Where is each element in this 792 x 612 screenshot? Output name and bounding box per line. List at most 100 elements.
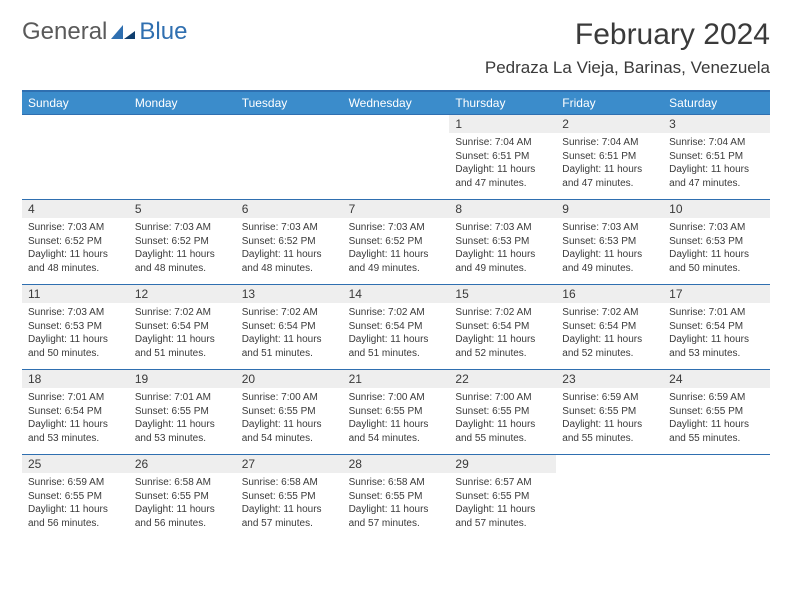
day-cell: 28Sunrise: 6:58 AMSunset: 6:55 PMDayligh… bbox=[343, 455, 450, 539]
day-number: 9 bbox=[556, 200, 663, 218]
daylight-text: Daylight: 11 hours and 57 minutes. bbox=[349, 503, 444, 530]
day-detail: Sunrise: 7:03 AMSunset: 6:52 PMDaylight:… bbox=[129, 218, 236, 281]
daylight-text: Daylight: 11 hours and 49 minutes. bbox=[455, 248, 550, 275]
sunset-text: Sunset: 6:54 PM bbox=[669, 320, 764, 334]
sunrise-text: Sunrise: 7:03 AM bbox=[562, 221, 657, 235]
day-number: 27 bbox=[236, 455, 343, 473]
day-number bbox=[663, 455, 770, 459]
sunrise-text: Sunrise: 7:02 AM bbox=[455, 306, 550, 320]
day-number: 19 bbox=[129, 370, 236, 388]
day-number: 11 bbox=[22, 285, 129, 303]
day-number: 2 bbox=[556, 115, 663, 133]
sunset-text: Sunset: 6:53 PM bbox=[669, 235, 764, 249]
day-cell: 20Sunrise: 7:00 AMSunset: 6:55 PMDayligh… bbox=[236, 370, 343, 454]
sunset-text: Sunset: 6:54 PM bbox=[349, 320, 444, 334]
day-number: 18 bbox=[22, 370, 129, 388]
day-cell: 13Sunrise: 7:02 AMSunset: 6:54 PMDayligh… bbox=[236, 285, 343, 369]
daylight-text: Daylight: 11 hours and 49 minutes. bbox=[349, 248, 444, 275]
day-detail: Sunrise: 7:00 AMSunset: 6:55 PMDaylight:… bbox=[343, 388, 450, 451]
day-detail: Sunrise: 6:57 AMSunset: 6:55 PMDaylight:… bbox=[449, 473, 556, 536]
day-detail: Sunrise: 7:00 AMSunset: 6:55 PMDaylight:… bbox=[236, 388, 343, 451]
daylight-text: Daylight: 11 hours and 55 minutes. bbox=[669, 418, 764, 445]
day-detail: Sunrise: 6:59 AMSunset: 6:55 PMDaylight:… bbox=[663, 388, 770, 451]
sunrise-text: Sunrise: 7:01 AM bbox=[669, 306, 764, 320]
sunrise-text: Sunrise: 6:59 AM bbox=[669, 391, 764, 405]
day-cell: 9Sunrise: 7:03 AMSunset: 6:53 PMDaylight… bbox=[556, 200, 663, 284]
daylight-text: Daylight: 11 hours and 48 minutes. bbox=[28, 248, 123, 275]
sunrise-text: Sunrise: 7:03 AM bbox=[349, 221, 444, 235]
sunset-text: Sunset: 6:54 PM bbox=[562, 320, 657, 334]
sunrise-text: Sunrise: 7:02 AM bbox=[242, 306, 337, 320]
day-number bbox=[236, 115, 343, 119]
daylight-text: Daylight: 11 hours and 51 minutes. bbox=[349, 333, 444, 360]
day-number: 15 bbox=[449, 285, 556, 303]
sunset-text: Sunset: 6:54 PM bbox=[242, 320, 337, 334]
sunrise-text: Sunrise: 7:03 AM bbox=[28, 306, 123, 320]
day-detail: Sunrise: 7:04 AMSunset: 6:51 PMDaylight:… bbox=[663, 133, 770, 196]
sunrise-text: Sunrise: 7:00 AM bbox=[349, 391, 444, 405]
day-number: 1 bbox=[449, 115, 556, 133]
day-number: 29 bbox=[449, 455, 556, 473]
calendar-page: General Blue February 2024 Pedraza La Vi… bbox=[0, 0, 792, 557]
week-row: 1Sunrise: 7:04 AMSunset: 6:51 PMDaylight… bbox=[22, 114, 770, 199]
day-detail: Sunrise: 6:58 AMSunset: 6:55 PMDaylight:… bbox=[236, 473, 343, 536]
day-number: 17 bbox=[663, 285, 770, 303]
sunset-text: Sunset: 6:53 PM bbox=[455, 235, 550, 249]
day-cell bbox=[236, 115, 343, 199]
day-cell: 2Sunrise: 7:04 AMSunset: 6:51 PMDaylight… bbox=[556, 115, 663, 199]
day-cell: 15Sunrise: 7:02 AMSunset: 6:54 PMDayligh… bbox=[449, 285, 556, 369]
day-number bbox=[129, 115, 236, 119]
sunrise-text: Sunrise: 7:03 AM bbox=[242, 221, 337, 235]
sunset-text: Sunset: 6:52 PM bbox=[349, 235, 444, 249]
daylight-text: Daylight: 11 hours and 54 minutes. bbox=[242, 418, 337, 445]
day-number: 24 bbox=[663, 370, 770, 388]
sunset-text: Sunset: 6:55 PM bbox=[242, 405, 337, 419]
brand-part1: General bbox=[22, 18, 107, 46]
day-cell: 27Sunrise: 6:58 AMSunset: 6:55 PMDayligh… bbox=[236, 455, 343, 539]
day-cell: 6Sunrise: 7:03 AMSunset: 6:52 PMDaylight… bbox=[236, 200, 343, 284]
day-detail: Sunrise: 7:03 AMSunset: 6:53 PMDaylight:… bbox=[449, 218, 556, 281]
day-cell: 5Sunrise: 7:03 AMSunset: 6:52 PMDaylight… bbox=[129, 200, 236, 284]
day-detail: Sunrise: 7:02 AMSunset: 6:54 PMDaylight:… bbox=[343, 303, 450, 366]
sunset-text: Sunset: 6:51 PM bbox=[562, 150, 657, 164]
weeks-container: 1Sunrise: 7:04 AMSunset: 6:51 PMDaylight… bbox=[22, 114, 770, 539]
sunrise-text: Sunrise: 7:02 AM bbox=[135, 306, 230, 320]
day-number: 21 bbox=[343, 370, 450, 388]
week-row: 25Sunrise: 6:59 AMSunset: 6:55 PMDayligh… bbox=[22, 454, 770, 539]
day-header: Thursday bbox=[449, 92, 556, 114]
sunrise-text: Sunrise: 6:58 AM bbox=[135, 476, 230, 490]
day-number bbox=[343, 115, 450, 119]
day-number: 22 bbox=[449, 370, 556, 388]
day-number: 16 bbox=[556, 285, 663, 303]
sunset-text: Sunset: 6:53 PM bbox=[28, 320, 123, 334]
sunset-text: Sunset: 6:55 PM bbox=[669, 405, 764, 419]
daylight-text: Daylight: 11 hours and 56 minutes. bbox=[28, 503, 123, 530]
sunrise-text: Sunrise: 7:04 AM bbox=[455, 136, 550, 150]
sunrise-text: Sunrise: 6:59 AM bbox=[562, 391, 657, 405]
day-cell: 10Sunrise: 7:03 AMSunset: 6:53 PMDayligh… bbox=[663, 200, 770, 284]
day-number: 23 bbox=[556, 370, 663, 388]
day-cell: 25Sunrise: 6:59 AMSunset: 6:55 PMDayligh… bbox=[22, 455, 129, 539]
day-cell: 23Sunrise: 6:59 AMSunset: 6:55 PMDayligh… bbox=[556, 370, 663, 454]
sunset-text: Sunset: 6:51 PM bbox=[669, 150, 764, 164]
sunrise-text: Sunrise: 7:01 AM bbox=[135, 391, 230, 405]
daylight-text: Daylight: 11 hours and 51 minutes. bbox=[242, 333, 337, 360]
day-header: Monday bbox=[129, 92, 236, 114]
daylight-text: Daylight: 11 hours and 54 minutes. bbox=[349, 418, 444, 445]
daylight-text: Daylight: 11 hours and 53 minutes. bbox=[28, 418, 123, 445]
brand-logo: General Blue bbox=[22, 18, 187, 46]
day-number: 26 bbox=[129, 455, 236, 473]
day-number: 4 bbox=[22, 200, 129, 218]
daylight-text: Daylight: 11 hours and 49 minutes. bbox=[562, 248, 657, 275]
sail-icon bbox=[109, 23, 137, 41]
daylight-text: Daylight: 11 hours and 48 minutes. bbox=[242, 248, 337, 275]
day-number bbox=[556, 455, 663, 459]
day-cell: 8Sunrise: 7:03 AMSunset: 6:53 PMDaylight… bbox=[449, 200, 556, 284]
day-header: Sunday bbox=[22, 92, 129, 114]
sunset-text: Sunset: 6:55 PM bbox=[562, 405, 657, 419]
day-detail: Sunrise: 7:02 AMSunset: 6:54 PMDaylight:… bbox=[449, 303, 556, 366]
sunset-text: Sunset: 6:55 PM bbox=[455, 490, 550, 504]
daylight-text: Daylight: 11 hours and 47 minutes. bbox=[669, 163, 764, 190]
daylight-text: Daylight: 11 hours and 52 minutes. bbox=[455, 333, 550, 360]
day-cell bbox=[129, 115, 236, 199]
